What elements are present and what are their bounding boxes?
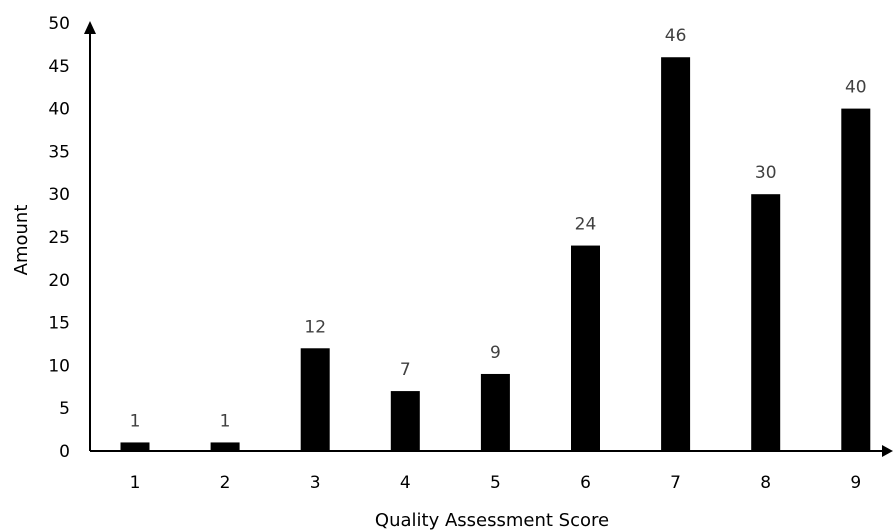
bar xyxy=(120,442,150,451)
data-label: 24 xyxy=(575,215,597,235)
data-label: 1 xyxy=(130,411,141,431)
y-axis-title: Amount xyxy=(11,205,32,276)
y-tick-label: 40 xyxy=(48,100,70,120)
bar xyxy=(390,391,420,451)
x-tick-label: 7 xyxy=(670,473,681,493)
x-axis-title: Quality Assessment Score xyxy=(375,510,609,531)
bar xyxy=(571,245,600,451)
x-tick-label: 2 xyxy=(220,473,231,493)
y-tick-label: 25 xyxy=(48,228,70,248)
bar xyxy=(751,194,781,451)
y-tick-label: 30 xyxy=(48,185,70,205)
data-label: 7 xyxy=(400,360,411,380)
y-tick-label: 5 xyxy=(59,399,70,419)
data-label: 46 xyxy=(665,26,687,46)
y-tick-label: 15 xyxy=(48,314,70,334)
bar xyxy=(300,348,330,451)
y-tick-label: 10 xyxy=(48,356,70,376)
data-label: 12 xyxy=(304,317,326,337)
data-labels: 1 1 12 7 9 24 46 30 40 xyxy=(130,26,867,431)
x-axis-arrow xyxy=(882,445,893,457)
y-tick-label: 0 xyxy=(59,442,70,462)
data-label: 1 xyxy=(220,411,231,431)
y-tick-labels: 0 5 10 15 20 25 30 35 40 45 50 xyxy=(48,14,70,462)
data-label: 30 xyxy=(755,163,777,183)
data-label: 9 xyxy=(490,343,501,363)
x-tick-label: 9 xyxy=(850,473,861,493)
y-tick-label: 20 xyxy=(48,271,70,291)
bar xyxy=(480,373,510,451)
x-tick-label: 4 xyxy=(400,473,411,493)
y-tick-label: 50 xyxy=(48,14,70,34)
y-tick-label: 35 xyxy=(48,142,70,162)
data-label: 40 xyxy=(845,78,867,98)
bars xyxy=(120,57,871,452)
bar xyxy=(210,442,240,451)
x-tick-label: 6 xyxy=(580,473,591,493)
y-axis-arrow xyxy=(84,21,96,34)
x-tick-label: 8 xyxy=(760,473,771,493)
x-tick-label: 5 xyxy=(490,473,501,493)
bar xyxy=(661,57,691,452)
x-tick-label: 1 xyxy=(130,473,141,493)
bar xyxy=(841,108,871,451)
y-tick-label: 45 xyxy=(48,57,70,77)
x-tick-label: 3 xyxy=(310,473,321,493)
x-tick-labels: 1 2 3 4 5 6 7 8 9 xyxy=(130,473,862,493)
